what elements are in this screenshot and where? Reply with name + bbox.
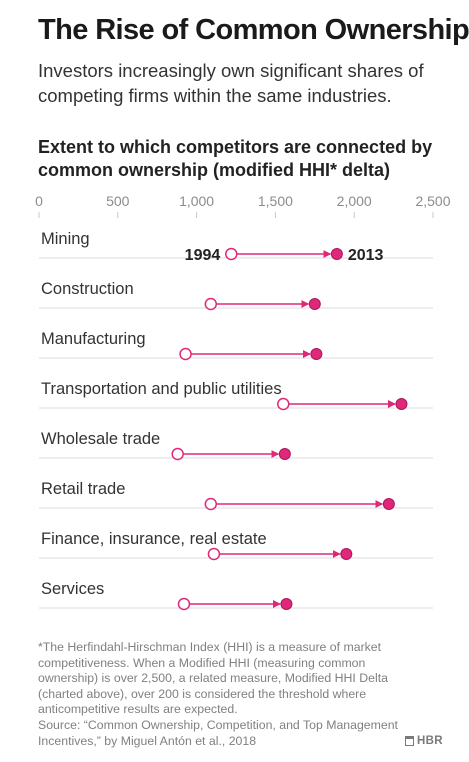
- x-tick-label: 0: [35, 193, 43, 209]
- dot-2013: [278, 448, 291, 460]
- category-label: Wholesale trade: [41, 430, 160, 448]
- chart-row: Wholesale trade: [39, 430, 433, 461]
- chart-row: Mining 1994 2013: [39, 230, 433, 264]
- page-title: The Rise of Common Ownership: [38, 14, 469, 46]
- page-subtitle: Investors increasingly own significant s…: [38, 60, 424, 106]
- dot-1994: [204, 497, 218, 511]
- chart-row: Retail trade: [39, 480, 433, 511]
- dot-2013: [310, 348, 323, 360]
- x-tick-label: 2,000: [337, 193, 372, 209]
- x-tick-label: 2,500: [415, 193, 450, 209]
- dot-2013: [340, 548, 353, 560]
- category-label: Mining: [41, 230, 90, 248]
- chart-rows: Mining 1994 2013 Construction Manufacturing T…: [39, 230, 433, 611]
- brand-logo: HBR: [405, 735, 443, 747]
- dot-2013: [308, 298, 321, 310]
- category-label: Manufacturing: [41, 330, 146, 348]
- category-label: Services: [41, 580, 104, 598]
- chart-row: Finance, insurance, real estate: [39, 530, 433, 561]
- dot-2013: [382, 498, 395, 510]
- dot-1994: [225, 247, 238, 261]
- source-text: Source: “Common Ownership, Competition, …: [38, 717, 398, 748]
- x-tick-label: 500: [106, 193, 130, 209]
- footnote-block: *The Herfindahl-Hirschman Index (HHI) is…: [38, 640, 428, 749]
- dot-1994: [179, 347, 192, 361]
- chart-row: Transportation and public utilities: [39, 380, 433, 411]
- dot-1994: [177, 597, 191, 611]
- category-label: Finance, insurance, real estate: [41, 530, 267, 548]
- dot-1994: [171, 447, 184, 461]
- dot-2013: [280, 598, 293, 610]
- dot-2013: [395, 398, 408, 410]
- x-axis: 0 500 1,000 1,500 2,000 2,500: [35, 193, 451, 218]
- x-tick-label: 1,000: [179, 193, 214, 209]
- dot-1994: [207, 547, 221, 561]
- legend-label-2013: 2013: [348, 247, 384, 264]
- category-label: Retail trade: [41, 480, 125, 498]
- dot-1994: [204, 297, 218, 311]
- brand-label: HBR: [417, 735, 443, 747]
- legend-label-1994: 1994: [185, 247, 221, 264]
- x-tick-label: 1,500: [258, 193, 293, 209]
- chart-row: Services: [39, 580, 433, 611]
- chart-title: Extent to which competitors are connecte…: [38, 137, 433, 180]
- dot-2013: [330, 248, 343, 260]
- footnote-text: *The Herfindahl-Hirschman Index (HHI) is…: [38, 640, 388, 717]
- category-label: Construction: [41, 280, 134, 298]
- dumbbell-chart: 0 500 1,000 1,500 2,000 2,500 Mining 1994 2013 C…: [35, 193, 451, 611]
- hbr-logo-icon: [405, 736, 414, 746]
- category-label: Transportation and public utilities: [41, 380, 282, 398]
- chart-row: Manufacturing: [39, 330, 433, 361]
- chart-row: Construction: [39, 280, 433, 311]
- dot-1994: [277, 397, 290, 411]
